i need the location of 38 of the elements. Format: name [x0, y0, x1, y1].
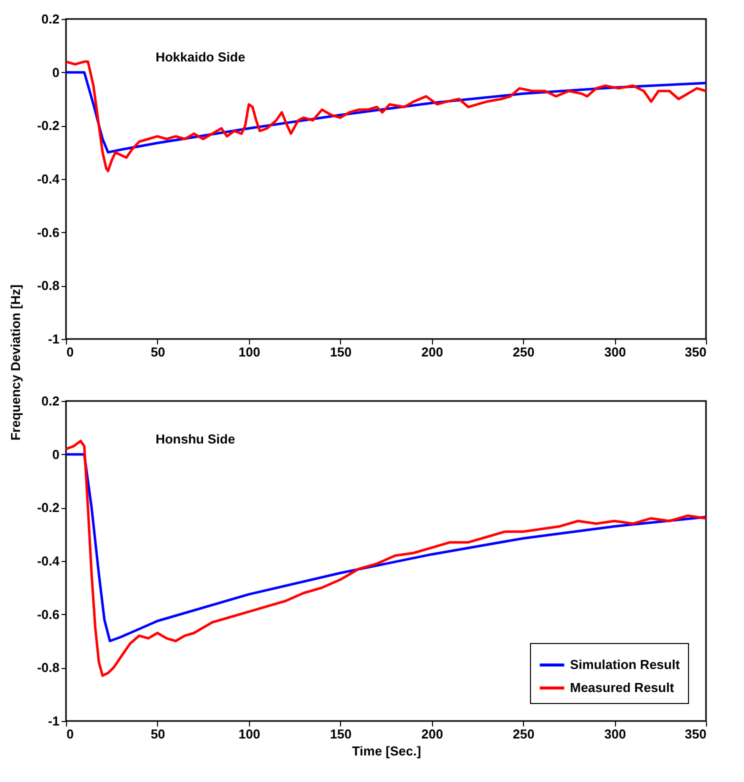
x-tick-label: 350 [684, 726, 706, 742]
x-tick-label: 50 [150, 726, 166, 742]
y-tick-label: -0.2 [37, 118, 60, 134]
x-tick-label: 300 [604, 344, 626, 360]
y-tick-label: 0.2 [41, 12, 60, 26]
y-tick-label: -0.8 [37, 278, 60, 294]
y-tick-label: -0.6 [37, 224, 60, 240]
x-tick-label: 150 [330, 726, 352, 742]
y-tick-label: 0 [52, 64, 60, 80]
y-tick-label: -0.2 [37, 500, 60, 516]
x-tick-label: 200 [421, 344, 444, 360]
x-tick-label: 100 [238, 726, 260, 742]
y-tick-label: 0 [52, 446, 60, 462]
y-tick-label: -1 [48, 714, 60, 728]
x-tick-label: 0 [66, 726, 74, 742]
x-tick-label: 100 [238, 344, 260, 360]
x-tick-label: 300 [604, 726, 626, 742]
annotation: Hokkaido Side [156, 49, 246, 64]
annotation: Honshu Side [156, 431, 236, 446]
x-tick-label: 200 [421, 726, 444, 742]
x-tick-label: 50 [150, 344, 166, 360]
x-tick-label: 150 [330, 344, 352, 360]
x-tick-label: 0 [66, 344, 74, 360]
x-tick-label: 350 [684, 344, 706, 360]
y-tick-label: 0.2 [41, 394, 60, 408]
line-series [64, 453, 708, 642]
y-tick-label: -0.4 [37, 172, 60, 186]
line-series [64, 60, 708, 172]
y-axis-title: Frequency Deviation [Hz] [8, 284, 24, 441]
y-tick-label: -0.8 [37, 660, 60, 676]
legend-label: Measured Result [570, 680, 675, 695]
x-axis-title: Time [Sec.] [352, 744, 422, 758]
legend-label: Simulation Result [570, 657, 680, 672]
x-tick-label: 250 [512, 344, 534, 360]
y-tick-label: -0.4 [37, 554, 60, 568]
x-tick-label: 250 [512, 726, 534, 742]
y-tick-label: -1 [48, 332, 60, 346]
y-tick-label: -0.6 [37, 606, 60, 622]
